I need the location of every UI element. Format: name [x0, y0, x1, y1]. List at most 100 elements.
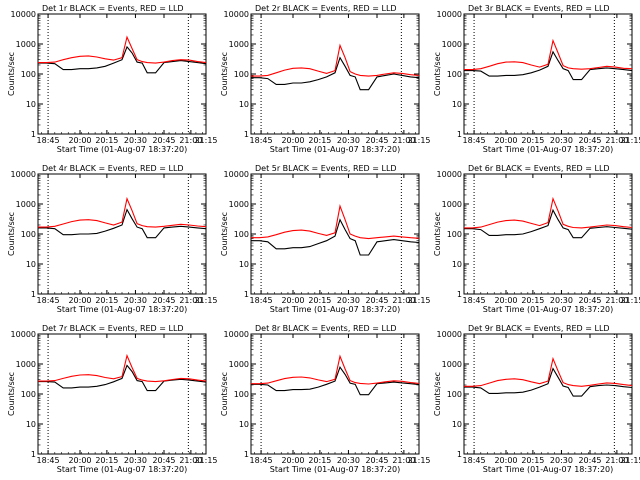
chart-panel-3: Det 3r BLACK = Events, RED = LLD 1 10 100 10…: [433, 4, 640, 154]
y-tick-label: 10: [452, 420, 462, 429]
y-axis-label: Counts/sec: [220, 372, 229, 416]
chart-title: Det 1r BLACK = Events, RED = LLD: [42, 4, 184, 13]
y-tick-label: 10000: [11, 170, 36, 179]
chart-panel-2: Det 2r BLACK = Events, RED = LLD 1 10 100 10…: [220, 4, 431, 154]
x-tick-label: 21:00: [392, 296, 415, 305]
series-line-lld: [38, 196, 207, 228]
x-tick-label: 20:30: [550, 136, 573, 145]
x-axis-label: Start Time (01-Aug-07 18:37:20): [270, 465, 401, 474]
x-tick-label: 20:00: [68, 456, 91, 465]
x-tick-label: 20:15: [95, 456, 118, 465]
x-tick-label: 21:15: [407, 296, 430, 305]
plot-frame: [250, 333, 420, 455]
x-tick-label: 18:45: [37, 296, 60, 305]
y-tick-label: 10: [26, 260, 36, 269]
x-tick-label: 18:45: [463, 136, 486, 145]
x-tick-label: 20:45: [365, 296, 388, 305]
x-tick-label: 21:15: [620, 456, 640, 465]
x-tick-label: 21:15: [620, 296, 640, 305]
x-tick-label: 21:00: [605, 136, 628, 145]
y-tick-label: 1: [457, 450, 462, 459]
x-tick-label: 20:45: [152, 456, 175, 465]
y-tick-label: 10000: [224, 170, 249, 179]
y-axis-label: Counts/sec: [433, 52, 442, 96]
x-tick-label: 20:30: [124, 456, 147, 465]
series-line-lld: [464, 38, 633, 71]
x-tick-label: 20:30: [124, 136, 147, 145]
y-tick-label: 10000: [437, 10, 462, 19]
chart-title: Det 3r BLACK = Events, RED = LLD: [468, 4, 610, 13]
chart-panel-1: Det 1r BLACK = Events, RED = LLD 1 10 100 10…: [7, 4, 218, 154]
y-tick-label: 100: [234, 230, 249, 239]
series-line-lld: [38, 353, 207, 383]
plot-frame: [37, 13, 207, 135]
series-line-events: [38, 364, 207, 392]
series-line-events: [251, 56, 420, 91]
y-tick-label: 100: [21, 70, 36, 79]
y-tick-label: 1: [457, 290, 462, 299]
y-tick-label: 1: [31, 450, 36, 459]
series-line-lld: [464, 356, 633, 387]
x-tick-label: 20:45: [578, 296, 601, 305]
x-tick-label: 21:00: [179, 296, 202, 305]
series-line-events: [464, 367, 633, 397]
x-tick-label: 20:15: [521, 456, 544, 465]
x-tick-label: 20:15: [521, 296, 544, 305]
x-tick-label: 21:15: [194, 136, 217, 145]
y-tick-label: 10000: [224, 330, 249, 339]
x-axis-label: Start Time (01-Aug-07 18:37:20): [270, 305, 401, 314]
y-tick-label: 1: [244, 290, 249, 299]
series-line-lld: [251, 43, 420, 77]
x-tick-label: 21:15: [194, 296, 217, 305]
y-tick-label: 10: [452, 100, 462, 109]
x-tick-label: 20:30: [337, 136, 360, 145]
chart-panel-5: Det 5r BLACK = Events, RED = LLD 1 10 100 10…: [220, 164, 431, 314]
x-tick-label: 18:45: [463, 296, 486, 305]
x-axis-label: Start Time (01-Aug-07 18:37:20): [57, 145, 188, 154]
y-tick-label: 10: [452, 260, 462, 269]
x-axis-label: Start Time (01-Aug-07 18:37:20): [57, 465, 188, 474]
x-tick-label: 21:00: [605, 296, 628, 305]
x-tick-label: 21:00: [605, 456, 628, 465]
y-tick-label: 10: [26, 100, 36, 109]
x-tick-label: 20:45: [578, 456, 601, 465]
x-tick-label: 18:45: [250, 456, 273, 465]
y-axis-label: Counts/sec: [433, 212, 442, 256]
x-tick-label: 20:30: [337, 456, 360, 465]
y-tick-label: 10: [239, 420, 249, 429]
series-line-lld: [38, 35, 207, 64]
y-tick-label: 10000: [437, 330, 462, 339]
x-tick-label: 20:45: [365, 136, 388, 145]
x-tick-label: 20:45: [152, 296, 175, 305]
x-tick-label: 20:00: [494, 296, 517, 305]
x-tick-label: 20:30: [124, 296, 147, 305]
y-tick-label: 1000: [16, 200, 36, 209]
x-tick-label: 20:00: [281, 296, 304, 305]
y-tick-label: 1: [31, 290, 36, 299]
chart-title: Det 7r BLACK = Events, RED = LLD: [42, 324, 184, 333]
x-tick-label: 20:00: [494, 136, 517, 145]
series-line-events: [251, 218, 420, 256]
series-line-lld: [251, 204, 420, 240]
x-tick-label: 21:15: [407, 136, 430, 145]
y-tick-label: 1000: [229, 200, 249, 209]
x-tick-label: 21:00: [392, 136, 415, 145]
y-axis-label: Counts/sec: [7, 52, 16, 96]
y-tick-label: 10000: [11, 330, 36, 339]
y-tick-label: 1: [31, 130, 36, 139]
y-tick-label: 10: [26, 420, 36, 429]
x-tick-label: 20:30: [337, 296, 360, 305]
y-tick-label: 10: [239, 260, 249, 269]
x-tick-label: 18:45: [37, 136, 60, 145]
plot-frame: [463, 13, 633, 135]
y-tick-label: 1000: [16, 40, 36, 49]
series-line-lld: [464, 196, 633, 229]
y-tick-label: 10: [239, 100, 249, 109]
plot-frame: [463, 173, 633, 295]
x-axis-label: Start Time (01-Aug-07 18:37:20): [57, 305, 188, 314]
x-tick-label: 18:45: [250, 296, 273, 305]
x-axis-label: Start Time (01-Aug-07 18:37:20): [270, 145, 401, 154]
series-line-events: [464, 208, 633, 239]
x-tick-label: 20:00: [68, 296, 91, 305]
series-line-events: [464, 50, 633, 81]
